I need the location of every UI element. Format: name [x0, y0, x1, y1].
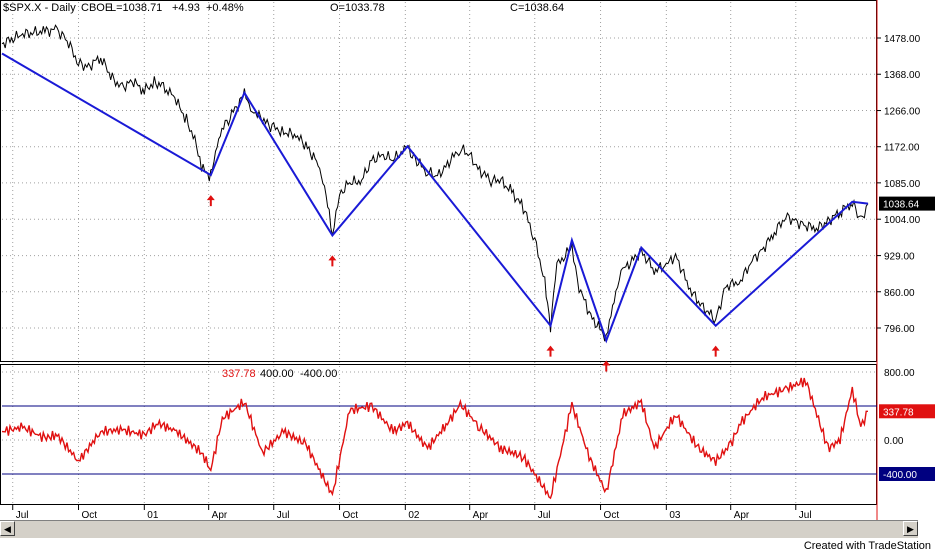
- plot-background: [0, 0, 877, 520]
- scroll-left-button[interactable]: ◀: [0, 521, 15, 536]
- x-tick-label: 03: [669, 510, 681, 521]
- x-tick-label: Oct: [604, 510, 620, 521]
- x-tick-label: 01: [147, 510, 159, 521]
- ind-y-tick-label: 800.00: [884, 368, 915, 379]
- x-tick-label: Apr: [734, 510, 750, 521]
- lower-band-box: [879, 467, 935, 481]
- x-tick-label: Jul: [799, 510, 812, 521]
- symbol-label: $SPX.X - Daily: [3, 2, 76, 14]
- indicator-value-label: 337.78: [883, 407, 914, 418]
- low-arrow-icon: [711, 345, 720, 357]
- change-pct-label: +0.48%: [206, 2, 244, 14]
- scroll-right-button[interactable]: ▶: [903, 521, 918, 536]
- change-label: +4.93: [172, 2, 200, 14]
- y-tick-label: 1085.00: [884, 179, 921, 190]
- low-arrow-icon: [546, 345, 555, 357]
- y-tick-label: 1368.00: [884, 70, 921, 81]
- x-tick-label: Oct: [343, 510, 359, 521]
- y-tick-label: 860.00: [884, 288, 915, 299]
- price-series-line: [1, 24, 869, 342]
- y-tick-label: 1004.00: [884, 215, 921, 226]
- ind-y-tick-label: 0.00: [884, 436, 904, 447]
- indicator-value-box: [879, 404, 935, 419]
- y-axis: 1478.00 1368.00 1266.00 1172.00 1085.00 1004.…: [877, 34, 935, 481]
- y-tick-label: 929.00: [884, 252, 915, 263]
- last-price-label: 1038.64: [883, 200, 920, 211]
- low-arrow-icon: [328, 255, 337, 267]
- y-tick-label: 1478.00: [884, 34, 921, 45]
- indicator-value-label: 337.78: [222, 368, 256, 380]
- y-tick-label: 1266.00: [884, 107, 921, 118]
- x-tick-label: Oct: [82, 510, 98, 521]
- created-with-label: Created with TradeStation: [803, 540, 931, 552]
- trendline: [1, 52, 869, 344]
- x-tick-label: Jul: [538, 510, 551, 521]
- low-arrow-icon: [602, 360, 611, 372]
- low-arrow-icon: [206, 195, 215, 207]
- exchange-label: CBOE: [81, 2, 113, 14]
- price-pane: [1, 24, 869, 372]
- grid: [0, 0, 878, 520]
- close-label: C=1038.64: [510, 2, 565, 14]
- indicator-lower-label: -400.00: [300, 368, 338, 380]
- open-label: O=1033.78: [330, 2, 385, 14]
- indicator-series-line: [1, 377, 868, 500]
- x-axis: Jul Oct 01 Apr Jul Oct 02 Apr Jul Oct 03 Apr Jul: [12, 504, 812, 521]
- last-price-box: [879, 196, 935, 211]
- x-tick-label: Jul: [16, 510, 29, 521]
- indicator-pane: [1, 377, 877, 500]
- low-label: L=1038.71: [110, 2, 163, 14]
- indicator-upper-label: 400.00: [260, 368, 294, 380]
- x-tick-label: Apr: [212, 510, 228, 521]
- x-tick-label: 02: [408, 510, 420, 521]
- lower-band-label: -400.00: [883, 470, 917, 481]
- horizontal-scrollbar[interactable]: [0, 520, 918, 538]
- x-tick-label: Apr: [473, 510, 489, 521]
- y-tick-label: 796.00: [884, 324, 915, 335]
- x-tick-label: Jul: [277, 510, 290, 521]
- y-tick-label: 1172.00: [884, 143, 920, 154]
